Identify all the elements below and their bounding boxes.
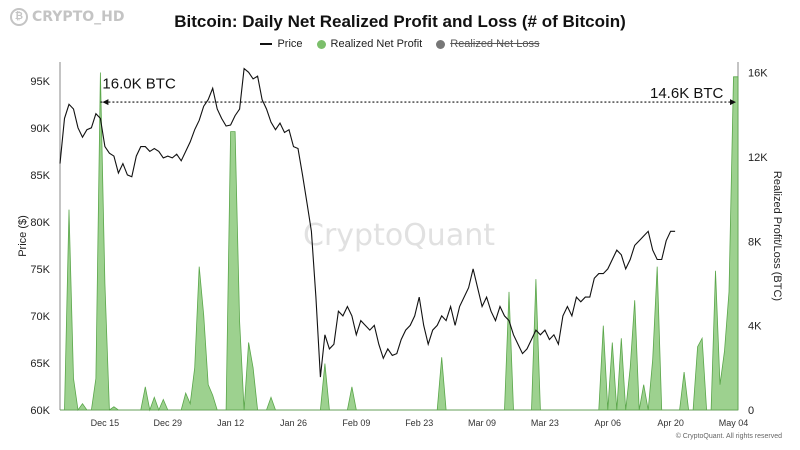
x-tick-label: Apr 20 bbox=[657, 418, 684, 428]
chart-legend: Price Realized Net Profit Realized Net L… bbox=[0, 38, 800, 50]
legend-label-profit: Realized Net Profit bbox=[330, 38, 423, 50]
x-tick-label: Mar 09 bbox=[468, 418, 496, 428]
legend-item-price[interactable]: Price bbox=[260, 38, 303, 50]
x-tick-label: May 04 bbox=[719, 418, 749, 428]
y-axis-right-label: Realized Profit/Loss (BTC) bbox=[771, 171, 783, 301]
left-tick-label: 60K bbox=[30, 405, 50, 417]
legend-item-realized-net-loss[interactable]: Realized Net Loss bbox=[436, 38, 540, 50]
x-tick-label: Apr 06 bbox=[595, 418, 622, 428]
x-tick-label: Jan 12 bbox=[217, 418, 244, 428]
left-tick-label: 90K bbox=[30, 123, 50, 135]
right-tick-label: 16K bbox=[748, 68, 768, 80]
bitcoin-logo-icon: ₿ bbox=[10, 8, 28, 26]
annotation-latest-profit: 14.6K BTC bbox=[650, 85, 724, 102]
right-tick-label: 4K bbox=[748, 321, 762, 333]
realized-net-profit-area bbox=[60, 72, 739, 412]
x-tick-label: Dec 29 bbox=[153, 418, 182, 428]
gray-dot-icon bbox=[436, 39, 446, 49]
arrowhead-right-icon bbox=[730, 99, 736, 106]
right-tick-label: 12K bbox=[748, 152, 768, 164]
green-dot-icon bbox=[316, 39, 326, 49]
x-tick-label: Feb 09 bbox=[342, 418, 370, 428]
left-tick-label: 80K bbox=[30, 217, 50, 229]
copyright-credit: © CryptoQuant. All rights reserved bbox=[675, 433, 782, 440]
annotation-peak-profit: 16.0K BTC bbox=[102, 76, 176, 93]
x-tick-label: Dec 15 bbox=[91, 418, 120, 428]
cryptoquant-watermark: CryptoQuant bbox=[303, 218, 495, 253]
left-tick-label: 95K bbox=[30, 76, 50, 88]
x-tick-label: Feb 23 bbox=[405, 418, 433, 428]
arrowhead-left-icon bbox=[102, 99, 109, 106]
right-tick-label: 0 bbox=[748, 405, 754, 417]
legend-label-price: Price bbox=[277, 38, 303, 50]
right-tick-label: 8K bbox=[748, 236, 762, 248]
left-tick-label: 70K bbox=[30, 311, 50, 323]
y-axis-left-label: Price ($) bbox=[17, 215, 29, 257]
legend-label-loss: Realized Net Loss bbox=[450, 38, 540, 50]
chart-title: Bitcoin: Daily Net Realized Profit and L… bbox=[174, 12, 626, 31]
x-tick-label: Jan 26 bbox=[280, 418, 307, 428]
legend-item-realized-net-profit[interactable]: Realized Net Profit bbox=[316, 38, 423, 50]
watermark-text: CRYPTO_HD bbox=[32, 9, 125, 25]
left-tick-label: 85K bbox=[30, 170, 50, 182]
left-tick-label: 75K bbox=[30, 264, 50, 276]
x-tick-label: Mar 23 bbox=[531, 418, 559, 428]
crypto-hd-watermark: ₿ CRYPTO_HD bbox=[10, 8, 124, 26]
line-marker-icon bbox=[260, 43, 273, 45]
price-line bbox=[59, 67, 676, 378]
left-tick-label: 65K bbox=[30, 358, 50, 370]
